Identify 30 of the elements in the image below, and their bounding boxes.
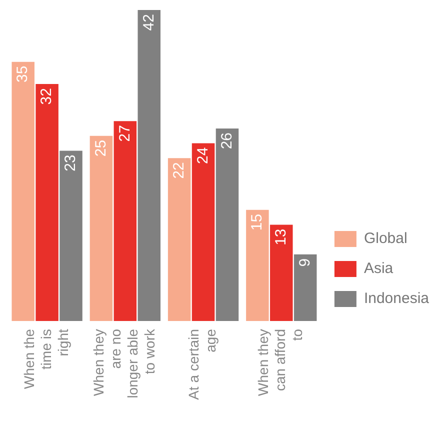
bar [138, 10, 160, 321]
legend-label: Indonesia [364, 290, 430, 308]
data-label: 32 [38, 88, 56, 105]
legend-label: Asia [364, 260, 394, 278]
data-label: 27 [116, 125, 134, 142]
data-label: 26 [218, 132, 236, 150]
bar [12, 62, 34, 321]
data-label: 42 [140, 14, 158, 31]
bar [168, 158, 191, 321]
bar [192, 143, 215, 321]
data-label: 25 [92, 140, 110, 157]
bar [60, 150, 82, 321]
bar [294, 254, 317, 321]
data-label: 15 [248, 214, 266, 231]
bar [246, 210, 269, 321]
bar [216, 128, 239, 321]
bar [90, 136, 113, 321]
x-tick-label: When the time is right [20, 328, 71, 389]
data-label: 23 [62, 154, 80, 172]
bar [114, 121, 137, 321]
data-label: 9 [296, 258, 314, 267]
data-label: 22 [170, 162, 188, 179]
data-label: 35 [14, 66, 32, 83]
bar [36, 84, 58, 321]
legend-label: Global [364, 230, 408, 248]
data-label: 24 [194, 147, 212, 164]
x-tick-label: At a certain age [186, 328, 219, 400]
x-tick-label: When they can afford to [255, 328, 306, 396]
data-label: 13 [272, 228, 290, 246]
bar [270, 224, 293, 321]
